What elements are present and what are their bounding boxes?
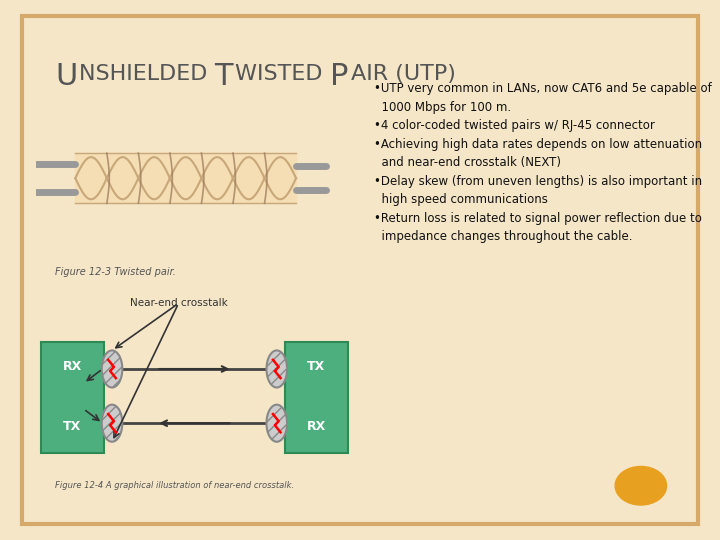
Text: T: T (215, 62, 233, 91)
Circle shape (615, 467, 667, 505)
Text: Figure 12-4 A graphical illustration of near-end crosstalk.: Figure 12-4 A graphical illustration of … (55, 481, 294, 490)
Ellipse shape (266, 404, 287, 442)
Text: U: U (55, 62, 78, 91)
Ellipse shape (266, 350, 287, 388)
Ellipse shape (102, 404, 122, 442)
FancyBboxPatch shape (41, 342, 104, 453)
Text: TX: TX (307, 360, 325, 373)
Text: RX: RX (63, 360, 82, 373)
Text: •UTP very common in LANs, now CAT6 and 5e capable of
  1000 Mbps for 100 m.
•4 c: •UTP very common in LANs, now CAT6 and 5… (374, 82, 711, 243)
Text: Figure 12-3 Twisted pair.: Figure 12-3 Twisted pair. (55, 267, 176, 278)
Text: AIR (UTP): AIR (UTP) (351, 64, 455, 84)
Text: NSHIELDED: NSHIELDED (79, 64, 215, 84)
Text: WISTED: WISTED (235, 64, 330, 84)
FancyBboxPatch shape (284, 342, 348, 453)
Ellipse shape (102, 350, 122, 388)
Text: P: P (330, 62, 348, 91)
Text: TX: TX (63, 420, 81, 433)
Text: Near-end crosstalk: Near-end crosstalk (130, 298, 228, 308)
Text: RX: RX (307, 420, 326, 433)
